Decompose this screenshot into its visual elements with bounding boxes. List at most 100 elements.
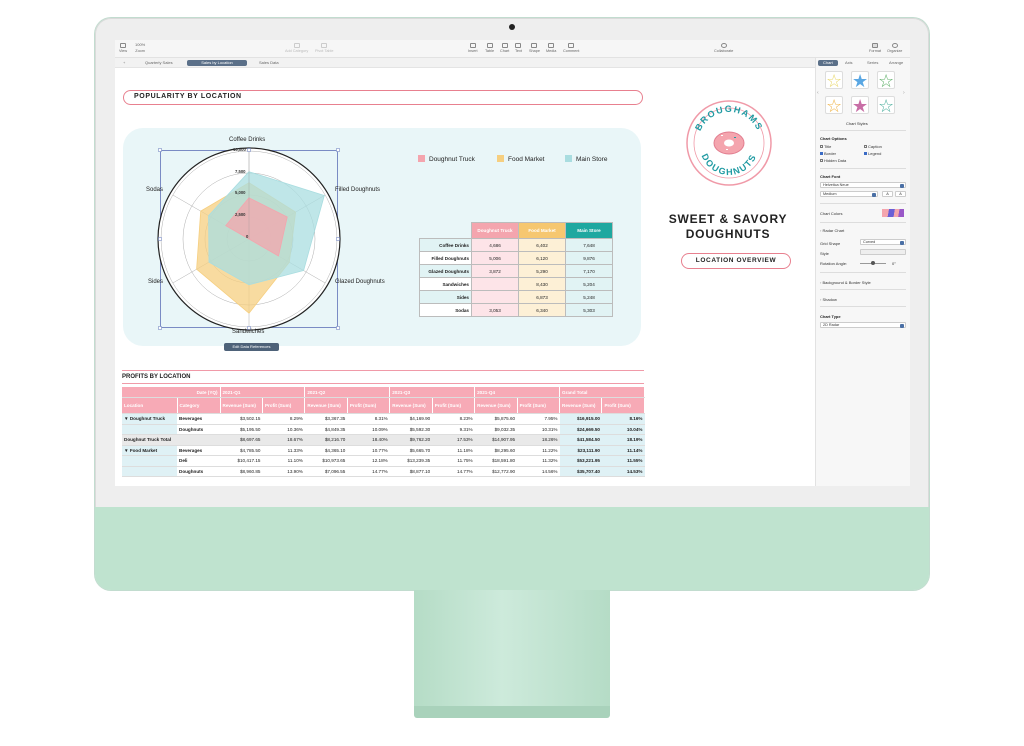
value-cell[interactable]: $3,367.35 [304,413,348,425]
value-cell[interactable]: 10.36% [262,424,305,435]
value-cell[interactable]: $5,875.60 [474,413,518,425]
popularity-title[interactable]: POPULARITY BY LOCATION [123,90,643,105]
table-row[interactable]: Doughnuts $8,960.85 13.90% $7,096.55 14.77% $… [122,466,645,477]
value-cell[interactable]: 11.14% [601,445,645,456]
column-header[interactable]: Profit (Sum) [347,397,391,414]
value-cell[interactable]: $12,772.90 [474,466,518,477]
checkbox[interactable] [820,145,823,149]
radar-chart-section[interactable]: › Radar Chart [820,228,845,233]
value-cell[interactable]: $3,502.15 [220,413,263,425]
text-button[interactable]: Text [515,43,522,53]
category-cell[interactable] [177,434,220,446]
row-label[interactable]: Filled Doughnuts [419,251,472,265]
column-header[interactable]: Revenue (Sum) [559,397,603,414]
tab-arrange[interactable]: Arrange [889,60,904,65]
table-cell[interactable]: 7,648 [565,238,613,252]
value-cell[interactable]: $4,849.35 [304,424,348,435]
value-cell[interactable]: 8.16% [601,413,645,425]
tab-series[interactable]: Series [867,60,879,65]
value-cell[interactable]: $10,973.65 [304,455,348,467]
chart-colors-swatch[interactable] [882,209,904,217]
column-header[interactable]: Grand Total [559,387,645,398]
chevron-right-icon[interactable]: › [903,90,905,96]
value-cell[interactable]: 18.26% [517,434,560,446]
category-cell[interactable]: Beverages [177,413,220,425]
style-segmented-control[interactable] [860,249,906,255]
value-cell[interactable]: $5,195.50 [220,424,263,435]
chart-style-4[interactable]: ☆ [825,96,843,116]
value-cell[interactable]: 14.77% [432,466,475,477]
value-cell[interactable]: $4,365.10 [304,445,348,456]
table-cell[interactable]: 8,430 [518,277,566,291]
table-cell[interactable] [471,290,519,304]
value-cell[interactable]: 14.77% [347,466,390,477]
value-cell[interactable]: $24,669.50 [559,424,602,435]
value-cell[interactable]: $23,111.90 [559,445,602,456]
column-header[interactable]: 2021-Q3 [389,387,476,398]
shape-button[interactable]: Shape [529,43,540,53]
value-cell[interactable]: $41,584.50 [559,434,602,446]
column-header[interactable]: Profit (Sum) [262,397,306,414]
title-option[interactable]: Title [820,144,831,149]
category-cell[interactable]: Doughnuts [177,424,220,435]
table-cell[interactable]: 5,006 [471,251,519,265]
table-cell[interactable]: 5,303 [565,303,613,317]
value-cell[interactable]: 11.32% [517,455,560,467]
table-cell[interactable]: 5,204 [565,277,613,291]
caption-option[interactable]: Caption [864,144,882,149]
location-cell[interactable] [122,466,177,477]
category-cell[interactable]: Doughnuts [177,466,220,477]
value-cell[interactable]: 12.18% [347,455,390,467]
value-cell[interactable]: $8,295.60 [474,445,518,456]
table-row[interactable]: ▼ Food Market Beverages $4,785.50 11.33% $4,… [122,445,645,456]
table-cell[interactable]: 6,873 [518,290,566,304]
value-cell[interactable]: 11.33% [262,445,305,456]
shadow-section[interactable]: › Shadow [820,297,837,302]
table-cell[interactable]: 5,290 [518,264,566,278]
value-cell[interactable]: $9,762.20 [389,434,433,446]
table-row[interactable]: Coffee Drinks 4,686 6,402 7,648 [419,238,613,252]
value-cell[interactable]: $9,032.35 [474,424,518,435]
value-cell[interactable]: 8.31% [347,413,390,425]
pivot-table-button[interactable]: Pivot Table [315,43,334,53]
collaborate-button[interactable]: Collaborate [714,43,733,53]
add-category-button[interactable]: Add Category [285,43,308,53]
value-cell[interactable]: $5,592.30 [389,424,433,435]
table-row[interactable]: Sides 6,873 5,248 [419,290,613,304]
location-cell[interactable]: ▼ Doughnut Truck [122,413,177,425]
media-button[interactable]: Media [546,43,556,53]
column-header[interactable]: Revenue (Sum) [220,397,263,414]
table-cell[interactable] [471,277,519,291]
location-cell[interactable] [122,455,177,467]
hidden-data-option[interactable]: Hidden Data [820,158,846,163]
chart-type-select[interactable]: 2D Radar [820,322,906,328]
column-header[interactable]: Profit (Sum) [601,397,645,414]
zoom-button[interactable]: 100% Zoom [135,42,146,54]
table-cell[interactable]: 6,402 [518,238,566,252]
value-cell[interactable]: 7.95% [517,413,560,425]
value-cell[interactable]: 11.10% [262,455,305,467]
value-cell[interactable]: 10.04% [601,424,645,435]
value-cell[interactable]: $8,877.10 [389,466,433,477]
value-cell[interactable]: 11.55% [601,455,645,467]
chart-style-5[interactable]: ★ [851,96,869,116]
value-cell[interactable]: 14.56% [517,466,560,477]
format-button[interactable]: Format [869,43,881,53]
value-cell[interactable]: 10.31% [517,424,560,435]
column-header[interactable]: Date (YQ) [122,387,221,398]
category-cell[interactable]: Deli [177,455,220,467]
location-cell[interactable]: Doughnut Truck Total [122,434,177,446]
radar-chart[interactable] [115,40,655,360]
table-row[interactable]: Doughnut Truck Total $8,697.65 18.67% $8,21… [122,434,645,446]
legend-food-market[interactable]: Food Market [497,155,545,163]
table-row[interactable]: ▼ Doughnut Truck Beverages $3,502.15 8.29% $… [122,413,645,425]
checkbox[interactable] [820,152,823,156]
value-cell[interactable]: $14,907.95 [474,434,518,446]
table-cell[interactable]: 9,876 [565,251,613,265]
background-border-section[interactable]: › Background & Border Style [820,280,871,285]
column-header[interactable]: 2021-Q4 [474,387,560,398]
table-button[interactable]: Table [485,43,494,53]
table-row[interactable]: Deli $10,417.15 11.10% $10,973.65 12.18% $13,… [122,455,645,467]
row-label[interactable]: Sides [419,290,472,304]
value-cell[interactable]: 18.67% [262,434,305,446]
